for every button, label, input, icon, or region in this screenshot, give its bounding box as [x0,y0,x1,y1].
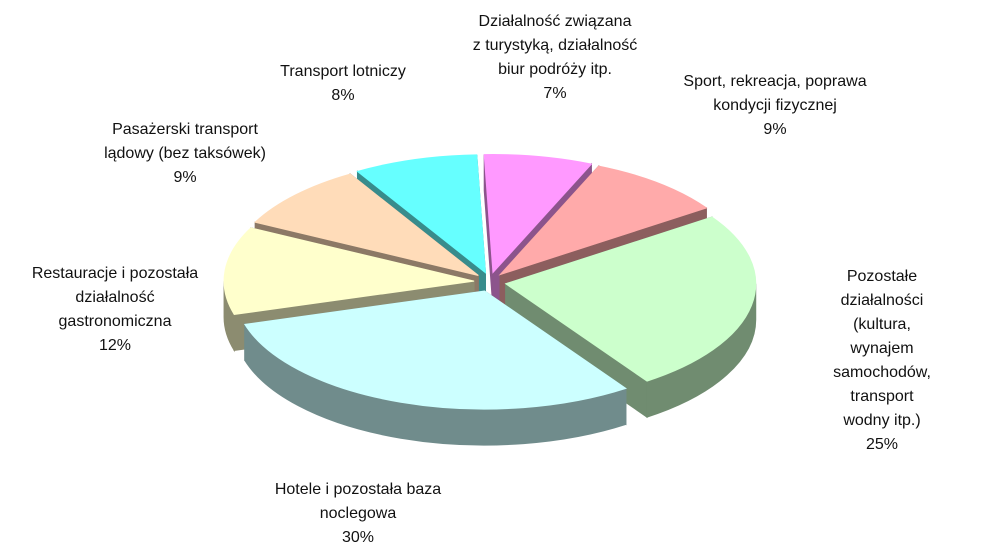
slice [498,165,708,276]
slice-label: Transport lotniczy 8% [280,60,406,108]
category-label: Działalność związana z turystyką, działa… [472,13,638,78]
category-label: Sport, rekreacja, poprawa kondycji fizyc… [683,73,867,114]
slice-label: Pozostałe działalności (kultura, wynajem… [829,265,935,457]
slice [356,154,487,274]
value-label: 9% [763,121,787,138]
category-label: Restauracje i pozostała działalność gast… [31,265,199,330]
slice-label: Hotele i pozostała baza noclegowa 30% [275,478,441,550]
slice [223,227,475,315]
slice [504,216,757,382]
value-label: 7% [543,85,567,102]
slice [483,154,593,274]
slice-label: Restauracje i pozostała działalność gast… [32,262,198,358]
value-label: 8% [331,87,355,104]
category-label: Hotele i pozostała baza noclegowa [274,481,442,522]
slice [254,173,479,276]
value-label: 12% [98,337,132,354]
slice-label: Działalność związana z turystyką, działa… [473,10,638,106]
category-label: Pasażerski transport lądowy (bez taksówe… [104,121,266,162]
category-label: Pozostałe działalności (kultura, wynajem… [833,268,931,429]
slice [243,290,627,410]
slice-label: Pasażerski transport lądowy (bez taksówe… [104,118,266,190]
value-label: 9% [173,169,197,186]
slice-label: Sport, rekreacja, poprawa kondycji fizyc… [683,70,866,142]
category-label: Transport lotniczy [280,63,406,80]
value-label: 30% [341,529,375,546]
value-label: 25% [865,436,899,453]
